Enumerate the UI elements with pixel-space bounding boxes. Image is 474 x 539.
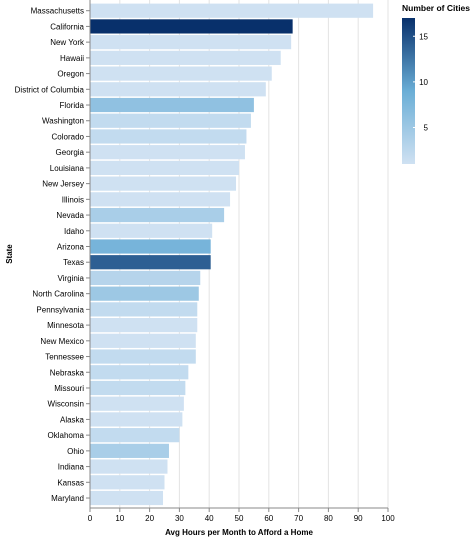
y-tick-label: California [50,22,84,31]
bar [90,459,168,474]
x-tick-label: 70 [294,514,303,523]
y-tick-label: Washington [42,117,84,126]
y-tick-label: Louisiana [50,164,85,173]
y-tick-label: Oklahoma [48,431,85,440]
y-tick-label: Indiana [58,463,85,472]
y-tick-label: Virginia [57,274,84,283]
bar [90,113,251,128]
bar [90,318,198,333]
bar [90,239,211,254]
y-tick-label: Massachusetts [31,7,84,16]
legend-tick-label: 15 [419,32,428,41]
bar [90,396,184,411]
y-tick-label: New Mexico [40,337,84,346]
x-tick-label: 40 [205,514,214,523]
y-tick-label: Kansas [57,478,84,487]
x-tick-label: 50 [235,514,244,523]
bar [90,145,245,160]
bar [90,428,180,443]
legend-gradient [402,18,415,164]
bar [90,223,213,238]
y-tick-label: Maryland [51,494,84,503]
y-tick-label: Minnesota [47,321,84,330]
x-axis-title: Avg Hours per Month to Afford a Home [165,528,313,537]
y-tick-label: Tennessee [45,353,84,362]
y-tick-label: Texas [63,258,84,267]
color-legend: Number of Cities 15 10 5 [402,3,470,164]
x-tick-label: 100 [381,514,395,523]
y-tick-label: North Carolina [32,290,84,299]
bar [90,475,165,490]
y-tick-label: Arizona [57,243,85,252]
axes: 0 10 20 30 40 50 60 70 80 90 100 Massachusetts Calif… [15,0,395,523]
y-tick-label: Oregon [57,70,84,79]
bar [90,490,164,506]
bar [90,50,281,65]
bar [90,160,239,175]
x-tick-label: 20 [145,514,154,523]
bar [90,82,266,97]
bars [90,3,374,506]
x-tick-label: 0 [88,514,93,523]
y-tick-label: Missouri [54,384,84,393]
x-tick-label: 90 [354,514,363,523]
bar [90,207,225,223]
bar [90,302,198,317]
x-tick-label: 30 [175,514,184,523]
bar [90,35,292,50]
bar [90,380,186,396]
bar [90,66,272,81]
bar [90,412,183,427]
bar [90,365,189,380]
y-tick-label: Pennsylvania [36,305,84,314]
y-tick-label: Illinois [62,195,84,204]
bar [90,286,199,301]
x-tick-label: 80 [324,514,333,523]
y-tick-label: Colorado [52,132,85,141]
legend-tick-label: 5 [424,124,429,133]
y-tick-label: Hawaii [60,54,84,63]
legend-title: Number of Cities [402,3,470,13]
bar [90,192,231,207]
y-tick-label: Alaska [60,415,85,424]
bar [90,19,293,34]
y-tick-label: Georgia [56,148,85,157]
y-tick-label: Nebraska [50,368,85,377]
y-tick-label: Florida [60,101,85,110]
y-tick-label: New York [50,38,85,47]
bar [90,270,201,286]
y-tick-label: Wisconsin [48,400,84,409]
bar [90,3,374,18]
bar [90,443,169,458]
bar [90,97,254,113]
y-tick-label: Idaho [64,227,85,236]
x-tick-label: 10 [115,514,124,523]
bar [90,255,211,270]
y-tick-label: Ohio [67,447,84,456]
bar [90,176,237,191]
legend-tick-label: 10 [419,78,428,87]
y-tick-label: Nevada [56,211,84,220]
bar [90,129,247,144]
y-tick-label: New Jersey [42,180,84,189]
y-tick-label: District of Columbia [15,85,85,94]
bar [90,349,196,364]
y-axis-title: State [5,244,14,264]
x-tick-label: 60 [264,514,273,523]
bar [90,333,196,348]
